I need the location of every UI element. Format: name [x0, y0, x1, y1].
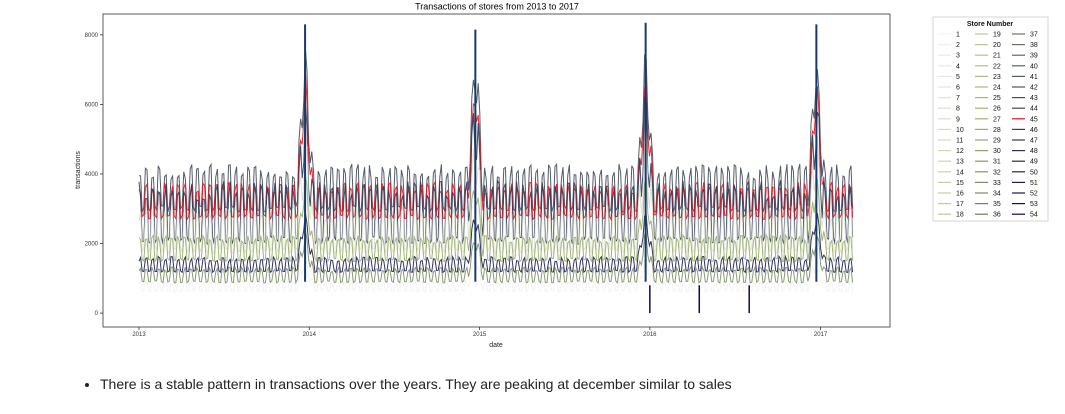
legend-label: 15	[956, 180, 964, 187]
legend-label: 30	[993, 148, 1001, 155]
x-tick-label: 2017	[814, 332, 828, 338]
legend-label: 51	[1030, 180, 1038, 187]
legend-label: 36	[993, 212, 1001, 219]
y-axis-label: transactions	[75, 151, 82, 189]
legend-label: 12	[956, 148, 964, 155]
x-tick-label: 2014	[303, 332, 317, 338]
legend-label: 10	[956, 127, 964, 134]
legend-label: 43	[1030, 95, 1038, 102]
series-layer	[138, 22, 854, 314]
x-tick-label: 2015	[473, 332, 487, 338]
note-list: There is a stable pattern in transaction…	[88, 376, 732, 392]
legend-label: 19	[993, 32, 1001, 39]
legend-label: 35	[993, 201, 1001, 208]
series-line	[138, 230, 854, 285]
x-tick-label: 2016	[643, 332, 657, 338]
series-line	[138, 256, 854, 294]
legend-label: 52	[1030, 191, 1038, 198]
legend-label: 26	[993, 106, 1001, 113]
legend-label: 1	[956, 32, 960, 39]
legend-label: 8	[956, 106, 960, 113]
legend-label: 47	[1030, 138, 1038, 145]
legend-label: 24	[993, 85, 1001, 92]
legend-label: 11	[956, 138, 963, 145]
y-tick-label: 8000	[85, 33, 99, 39]
transactions-line-chart: Transactions of stores from 2013 to 2017…	[75, 2, 1049, 349]
legend-label: 6	[956, 85, 960, 92]
series-line	[138, 131, 854, 256]
y-tick-label: 6000	[85, 102, 99, 108]
legend-label: 33	[993, 180, 1001, 187]
x-axis: 2013 2014 2015 2016 2017	[132, 327, 828, 338]
legend-label: 44	[1030, 106, 1038, 113]
legend-label: 21	[993, 53, 1001, 60]
legend-label: 31	[993, 159, 1001, 166]
legend-label: 39	[1030, 53, 1038, 60]
chart-title: Transactions of stores from 2013 to 2017	[415, 2, 579, 12]
legend-label: 5	[956, 74, 960, 81]
legend-label: 13	[956, 159, 964, 166]
legend-label: 54	[1030, 212, 1038, 219]
x-tick-label: 2013	[132, 332, 146, 338]
legend-label: 53	[1030, 201, 1038, 208]
legend-label: 16	[956, 191, 964, 198]
series-line	[138, 212, 854, 274]
y-tick-label: 2000	[85, 242, 99, 248]
legend-label: 45	[1030, 116, 1038, 123]
legend-label: 50	[1030, 169, 1038, 176]
legend-label: 38	[1030, 42, 1038, 49]
series-line	[138, 174, 854, 264]
legend-label: 7	[956, 95, 960, 102]
legend-label: 22	[993, 63, 1001, 70]
legend-label: 4	[956, 63, 960, 70]
x-axis-label: date	[489, 342, 503, 349]
legend-label: 25	[993, 95, 1001, 102]
legend-label: 27	[993, 116, 1001, 123]
legend-label: 37	[1030, 32, 1038, 39]
y-tick-label: 0	[95, 311, 99, 317]
legend-label: 20	[993, 42, 1001, 49]
legend-box	[932, 16, 1049, 222]
legend-label: 23	[993, 74, 1001, 81]
y-tick-label: 4000	[85, 172, 99, 178]
legend: Store Number 123456789101112131415161718…	[932, 16, 1049, 222]
legend-title: Store Number	[967, 21, 1014, 28]
series-line	[138, 93, 854, 246]
legend-label: 28	[993, 127, 1001, 134]
legend-label: 18	[956, 212, 964, 219]
legend-label: 9	[956, 116, 960, 123]
summary-note: There is a stable pattern in transaction…	[88, 376, 732, 392]
legend-label: 3	[956, 53, 960, 60]
legend-label: 48	[1030, 148, 1038, 155]
series-line	[138, 48, 854, 214]
legend-label: 49	[1030, 159, 1038, 166]
legend-label: 42	[1030, 85, 1038, 92]
legend-label: 34	[993, 191, 1001, 198]
legend-label: 17	[956, 201, 964, 208]
note-bullet: There is a stable pattern in transaction…	[100, 376, 732, 392]
legend-label: 40	[1030, 63, 1038, 70]
legend-label: 2	[956, 42, 960, 49]
legend-entries: 1234567891011121314151617181920212223242…	[938, 32, 1038, 219]
legend-label: 46	[1030, 127, 1038, 134]
legend-label: 29	[993, 138, 1001, 145]
legend-label: 32	[993, 169, 1001, 176]
legend-label: 41	[1030, 74, 1038, 81]
y-axis: 0 2000 4000 6000 8000	[85, 33, 103, 317]
legend-label: 14	[956, 169, 964, 176]
